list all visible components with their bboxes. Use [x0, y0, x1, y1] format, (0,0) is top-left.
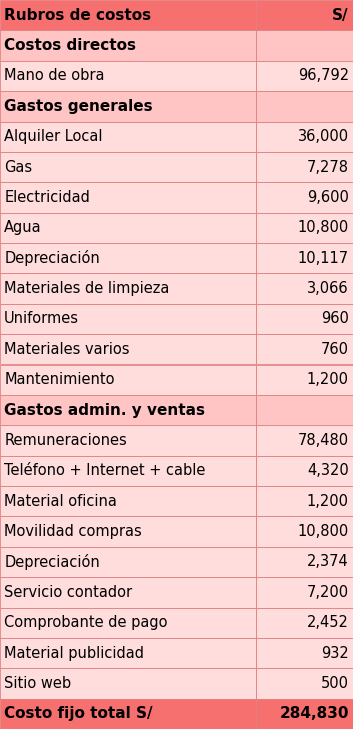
Text: 1,200: 1,200	[307, 494, 349, 509]
Text: Agua: Agua	[4, 220, 42, 235]
Text: 7,200: 7,200	[307, 585, 349, 600]
Text: Material oficina: Material oficina	[4, 494, 117, 509]
Bar	[0, 91, 256, 122]
Bar	[0, 395, 256, 425]
Bar	[0, 213, 256, 243]
Text: Electricidad: Electricidad	[4, 190, 90, 205]
Bar	[256, 698, 353, 729]
Bar	[256, 273, 353, 304]
Text: 10,117: 10,117	[298, 251, 349, 265]
Text: 7,278: 7,278	[307, 160, 349, 174]
Bar	[256, 364, 353, 395]
Bar	[256, 516, 353, 547]
Bar	[0, 0, 256, 31]
Bar	[256, 547, 353, 577]
Bar	[0, 698, 256, 729]
Bar	[256, 395, 353, 425]
Bar	[0, 638, 256, 668]
Bar	[0, 456, 256, 486]
Bar	[0, 61, 256, 91]
Bar	[256, 668, 353, 698]
Bar	[0, 668, 256, 698]
Text: Alquiler Local: Alquiler Local	[4, 129, 103, 144]
Text: 760: 760	[321, 342, 349, 356]
Bar	[256, 0, 353, 31]
Text: Depreciación: Depreciación	[4, 554, 100, 570]
Text: 500: 500	[321, 676, 349, 691]
Bar	[0, 243, 256, 273]
Text: Remuneraciones: Remuneraciones	[4, 433, 127, 448]
Text: Costo fijo total S/: Costo fijo total S/	[4, 706, 153, 721]
Bar	[0, 31, 256, 61]
Bar	[256, 213, 353, 243]
Bar	[0, 516, 256, 547]
Text: Gastos admin. y ventas: Gastos admin. y ventas	[4, 402, 205, 418]
Text: Mano de obra: Mano de obra	[4, 69, 105, 83]
Text: 10,800: 10,800	[298, 524, 349, 539]
Text: 4,320: 4,320	[307, 464, 349, 478]
Bar	[256, 486, 353, 516]
Text: 10,800: 10,800	[298, 220, 349, 235]
Text: Material publicidad: Material publicidad	[4, 646, 144, 660]
Text: 2,374: 2,374	[307, 555, 349, 569]
Text: 284,830: 284,830	[279, 706, 349, 721]
Text: Depreciación: Depreciación	[4, 250, 100, 266]
Text: 36,000: 36,000	[298, 129, 349, 144]
Bar	[0, 425, 256, 456]
Text: Comprobante de pago: Comprobante de pago	[4, 615, 168, 630]
Bar	[256, 122, 353, 152]
Bar	[256, 607, 353, 638]
Bar	[0, 152, 256, 182]
Bar	[0, 182, 256, 213]
Bar	[0, 122, 256, 152]
Text: 960: 960	[321, 311, 349, 327]
Bar	[256, 152, 353, 182]
Text: 9,600: 9,600	[307, 190, 349, 205]
Text: 78,480: 78,480	[298, 433, 349, 448]
Text: Costos directos: Costos directos	[4, 38, 136, 53]
Bar	[256, 182, 353, 213]
Bar	[0, 577, 256, 607]
Bar	[256, 91, 353, 122]
Text: Teléfono + Internet + cable: Teléfono + Internet + cable	[4, 464, 205, 478]
Text: 932: 932	[321, 646, 349, 660]
Text: Materiales varios: Materiales varios	[4, 342, 130, 356]
Bar	[256, 638, 353, 668]
Bar	[0, 364, 256, 395]
Text: 3,066: 3,066	[307, 281, 349, 296]
Bar	[256, 304, 353, 334]
Bar	[0, 607, 256, 638]
Bar	[256, 31, 353, 61]
Text: Uniformes: Uniformes	[4, 311, 79, 327]
Bar	[0, 547, 256, 577]
Text: Materiales de limpieza: Materiales de limpieza	[4, 281, 169, 296]
Text: Mantenimiento: Mantenimiento	[4, 373, 115, 387]
Text: 1,200: 1,200	[307, 373, 349, 387]
Text: 96,792: 96,792	[298, 69, 349, 83]
Bar	[256, 577, 353, 607]
Bar	[256, 456, 353, 486]
Text: 2,452: 2,452	[307, 615, 349, 630]
Text: Sitio web: Sitio web	[4, 676, 71, 691]
Text: Rubros de costos: Rubros de costos	[4, 8, 151, 23]
Bar	[0, 334, 256, 364]
Bar	[256, 334, 353, 364]
Text: Gas: Gas	[4, 160, 32, 174]
Bar	[0, 486, 256, 516]
Text: Movilidad compras: Movilidad compras	[4, 524, 142, 539]
Text: Gastos generales: Gastos generales	[4, 99, 153, 114]
Bar	[256, 243, 353, 273]
Bar	[256, 425, 353, 456]
Text: Servicio contador: Servicio contador	[4, 585, 132, 600]
Bar	[256, 61, 353, 91]
Text: S/: S/	[332, 8, 349, 23]
Bar	[0, 304, 256, 334]
Bar	[0, 273, 256, 304]
